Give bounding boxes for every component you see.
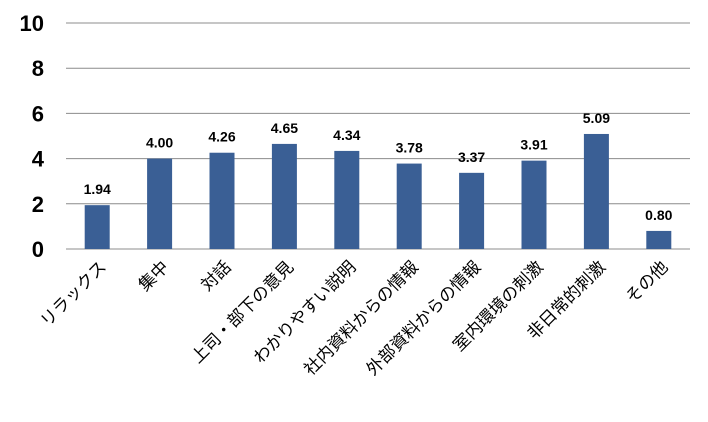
y-axis-tick-labels: 0 2 4 6 8 10 — [20, 11, 45, 262]
category-label: リラックス — [37, 257, 111, 331]
data-label: 4.26 — [208, 129, 235, 145]
bars — [84, 133, 672, 249]
data-label: 1.94 — [84, 181, 111, 197]
bar — [84, 205, 110, 249]
bar — [396, 163, 422, 249]
data-label: 3.37 — [458, 149, 485, 165]
data-label: 3.91 — [520, 137, 547, 153]
y-tick-label: 10 — [20, 11, 44, 36]
bar — [334, 150, 360, 249]
bar — [271, 143, 297, 249]
category-label: その他 — [622, 257, 672, 307]
category-label: 対話 — [197, 257, 235, 295]
data-label: 4.00 — [146, 135, 173, 151]
data-label: 0.80 — [645, 207, 672, 223]
category-label: 社内資料からの情報 — [300, 257, 422, 379]
category-label: 集中 — [135, 257, 173, 295]
category-label: 外部資料からの情報 — [363, 257, 485, 379]
bar — [459, 172, 485, 249]
bar — [646, 230, 672, 249]
bar — [209, 152, 235, 249]
data-label: 5.09 — [583, 110, 610, 126]
y-tick-label: 0 — [32, 237, 44, 262]
category-labels: リラックス 集中 対話上司・部下の意見わかりやすい説明社内資料からの情報外部資料から… — [37, 257, 672, 379]
data-label: 4.65 — [271, 120, 298, 136]
bar — [147, 158, 173, 249]
data-labels: 1.94 4.00 4.26 4.65 4.34 3.78 3.37 3.91 5.09 0.80 — [84, 110, 673, 223]
y-tick-label: 2 — [32, 192, 44, 217]
bar — [583, 133, 609, 249]
y-tick-label: 8 — [32, 56, 44, 81]
y-tick-label: 6 — [32, 101, 44, 126]
bar — [521, 160, 547, 249]
data-label: 3.78 — [396, 140, 423, 156]
data-label: 4.34 — [333, 127, 360, 143]
y-tick-label: 4 — [32, 147, 45, 172]
